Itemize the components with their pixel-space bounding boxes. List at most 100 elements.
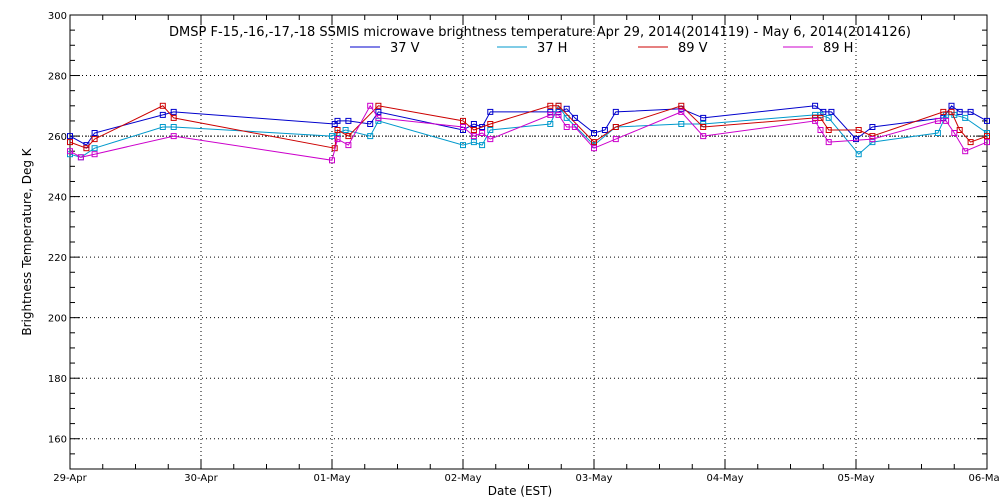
data-point-37v: [612, 108, 619, 115]
data-point-37v: [170, 108, 177, 115]
data-point-37v: [91, 130, 98, 136]
data-point-37h: [934, 130, 941, 136]
series-line-89h: [69, 104, 988, 161]
data-point-89h: [962, 148, 969, 155]
data-point-37v: [345, 117, 352, 124]
data-point-89h: [334, 136, 341, 143]
data-point-37h: [563, 114, 570, 121]
data-point-89h: [555, 111, 562, 118]
data-point-89h: [77, 154, 84, 161]
y-axis-label: Brightness Temperature, Deg K: [20, 147, 34, 335]
data-point-89v: [83, 145, 90, 152]
data-point-89h: [817, 127, 824, 133]
data-point-89v: [375, 102, 382, 109]
data-point-37h: [547, 121, 554, 127]
data-point-37h: [342, 127, 349, 133]
data-point-89h: [67, 148, 73, 155]
data-point-89h: [329, 157, 335, 164]
y-tick-label: 200: [48, 314, 67, 325]
data-point-37h: [470, 139, 477, 146]
data-point-37h: [962, 114, 969, 121]
data-point-89v: [345, 133, 352, 140]
data-point-37v: [159, 111, 166, 118]
legend-label: 89 H: [823, 41, 853, 56]
data-point-89v: [825, 127, 832, 133]
data-point-37v: [571, 114, 578, 121]
x-tick-label: 03-May: [575, 473, 612, 484]
data-point-89h: [591, 145, 597, 152]
data-point-89v: [591, 139, 597, 146]
data-point-37v: [948, 102, 955, 109]
x-tick-label: 05-May: [837, 473, 874, 484]
data-point-37h: [460, 142, 466, 149]
y-tick-label: 240: [48, 193, 67, 204]
data-point-89h: [375, 114, 382, 121]
data-point-89v: [470, 127, 477, 133]
data-point-89h: [563, 124, 570, 130]
data-point-89v: [460, 117, 466, 124]
data-point-37v: [487, 108, 494, 115]
data-point-89v: [487, 121, 494, 127]
y-tick-label: 300: [48, 11, 67, 22]
data-point-37h: [825, 114, 832, 121]
y-tick-label: 280: [48, 72, 67, 83]
data-point-89v: [334, 127, 341, 133]
data-point-37h: [984, 130, 990, 136]
data-point-37v: [375, 108, 382, 115]
data-point-37h: [91, 145, 98, 152]
legend-label: 89 V: [678, 41, 708, 56]
y-tick-label: 220: [48, 253, 67, 264]
data-point-37v: [812, 102, 819, 109]
data-point-89v: [547, 102, 554, 109]
data-point-89v: [159, 102, 166, 109]
data-point-89h: [470, 133, 477, 140]
data-point-89h: [678, 108, 685, 115]
tick-labels: 160 180 200 220 240 260 280 300 29-Apr 30-Apr 01-M…: [48, 11, 1000, 484]
data-point-37h: [487, 127, 494, 133]
data-point-89v: [170, 114, 177, 121]
data-point-37v: [470, 121, 477, 127]
x-tick-label: 02-May: [444, 473, 481, 484]
data-point-89h: [934, 117, 941, 124]
data-point-89h: [170, 133, 177, 140]
data-point-37v: [828, 108, 835, 115]
data-point-89v: [855, 127, 862, 133]
data-point-89v: [612, 124, 619, 130]
x-tick-label: 29-Apr: [53, 473, 87, 484]
data-point-89v: [91, 136, 98, 143]
data-point-37v: [563, 105, 570, 112]
y-tick-label: 260: [48, 132, 67, 143]
legend-label: 37 V: [390, 41, 420, 56]
x-tick-label: 01-May: [313, 473, 350, 484]
data-point-89h: [825, 139, 832, 146]
data-point-37h: [367, 133, 374, 140]
data-point-89v: [940, 108, 947, 115]
plot-frame: [69, 14, 988, 470]
data-point-89v: [967, 139, 974, 146]
axis-ticks: [69, 14, 988, 469]
legend-item-89h: 89 H: [783, 41, 853, 56]
data-point-89v: [555, 102, 562, 109]
legend-label: 37 H: [537, 41, 567, 56]
data-point-37v: [700, 114, 707, 121]
data-point-37v: [479, 124, 486, 130]
data-point-37v: [601, 127, 608, 133]
data-point-37v: [869, 124, 876, 130]
data-point-89v: [984, 133, 990, 140]
data-point-89v: [948, 108, 955, 115]
series-line-89v: [69, 105, 988, 149]
x-tick-label: 06-May: [968, 473, 1000, 484]
data-point-37v: [367, 121, 374, 127]
data-point-37v: [853, 136, 859, 143]
data-point-37h: [855, 151, 862, 158]
x-tick-label: 04-May: [706, 473, 743, 484]
data-point-37h: [678, 121, 685, 127]
data-point-37v: [591, 130, 597, 136]
data-point-89h: [345, 142, 352, 149]
grid-lines: [70, 15, 987, 469]
data-point-37h: [479, 142, 486, 149]
legend: 37 V 37 H 89 V 89 H: [350, 41, 853, 56]
data-point-89v: [67, 139, 73, 146]
